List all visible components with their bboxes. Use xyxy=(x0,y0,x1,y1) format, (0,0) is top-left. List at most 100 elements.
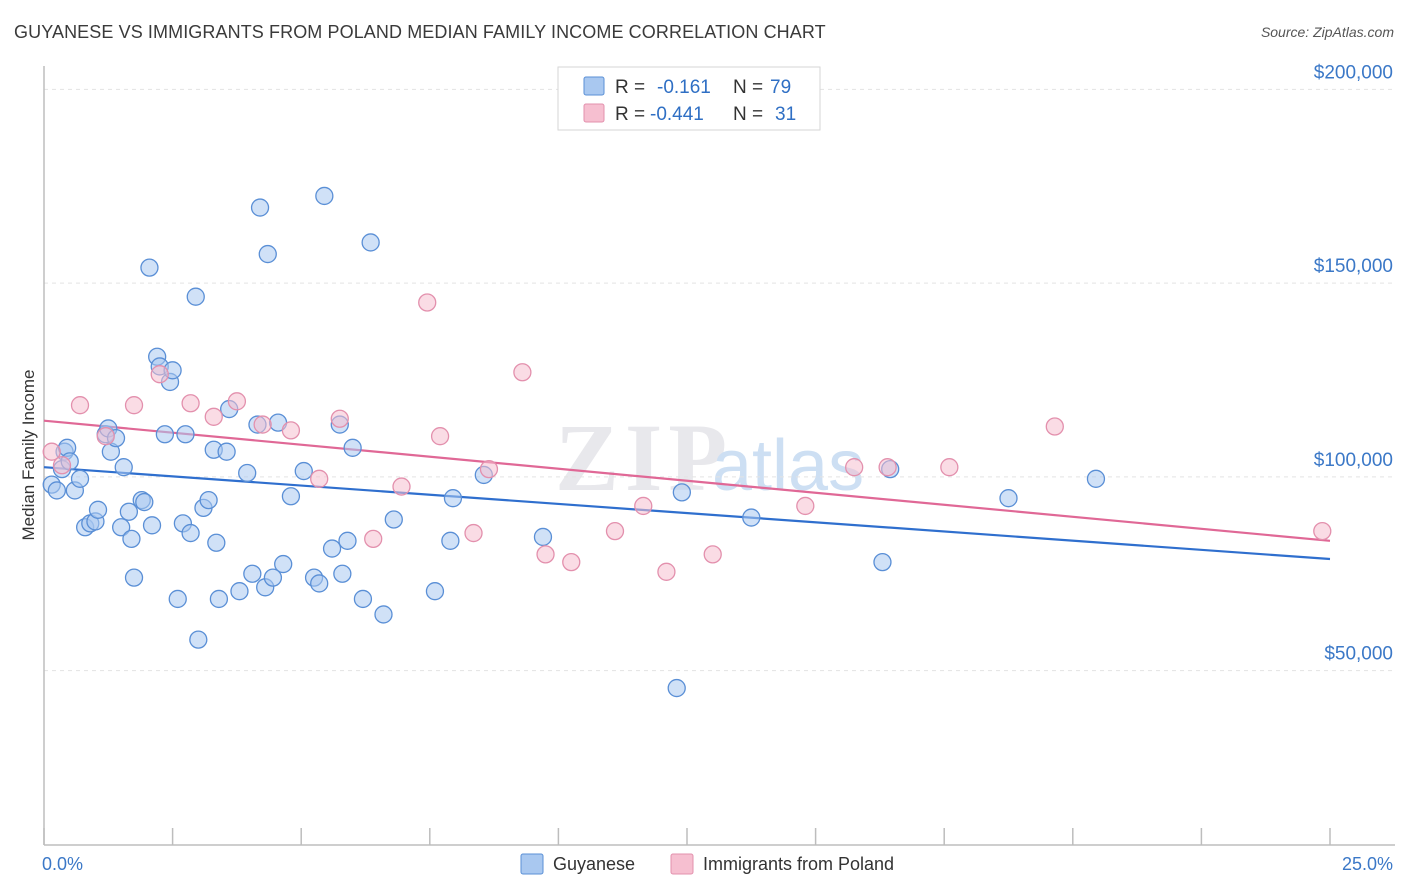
poland-point xyxy=(310,469,329,488)
watermark: ZIP atlas xyxy=(555,404,864,511)
guyanese-point xyxy=(199,490,218,510)
guyanese-point xyxy=(207,533,226,552)
poland-point xyxy=(703,545,722,564)
guyanese-trendline xyxy=(43,466,1331,561)
guyanese-point xyxy=(176,425,195,444)
bottom-legend-swatch-guyanese xyxy=(520,853,544,875)
guyanese-point xyxy=(322,539,342,558)
guyanese-point xyxy=(70,469,90,488)
poland-point xyxy=(657,562,676,581)
guyanese-point xyxy=(999,489,1018,508)
y-tick-labels: $50,000 $100,000 $150,000 $200,000 xyxy=(1314,62,1393,664)
poland-point xyxy=(878,458,897,477)
poland-point xyxy=(430,427,450,446)
guyanese-point xyxy=(168,589,187,609)
guyanese-point xyxy=(258,244,277,264)
legend-n-value-guyanese: 79 xyxy=(770,77,791,98)
guyanese-point xyxy=(186,287,205,306)
guyanese-point xyxy=(1086,469,1106,488)
guyanese-point xyxy=(294,461,313,481)
poland-point xyxy=(562,552,581,572)
y-tick-label: $150,000 xyxy=(1314,256,1393,277)
guyanese-point xyxy=(441,531,460,550)
guyanese-point xyxy=(374,605,393,624)
guyanese-point xyxy=(672,483,692,502)
guyanese-point xyxy=(112,518,131,537)
guyanese-point xyxy=(263,568,283,587)
guyanese-point xyxy=(209,589,229,609)
grid xyxy=(44,88,1395,672)
poland-point xyxy=(1045,417,1064,436)
guyanese-point xyxy=(114,458,133,477)
guyanese-point xyxy=(361,233,380,252)
chart-source: Source: ZipAtlas.com xyxy=(1260,24,1394,40)
poland-point xyxy=(181,394,200,413)
legend: R = -0.161 N = 79 R = -0.441 N = 31 xyxy=(557,66,821,131)
legend-n-value-poland: 31 xyxy=(775,104,796,125)
y-tick-label: $200,000 xyxy=(1314,62,1393,83)
guyanese-point xyxy=(230,582,249,601)
bottom-legend-label-poland: Immigrants from Poland xyxy=(703,854,894,874)
poland-point xyxy=(940,458,959,477)
guyanese-point xyxy=(181,523,200,543)
guyanese-point xyxy=(343,438,362,457)
poland-point xyxy=(253,415,272,434)
bottom-legend: Guyanese Immigrants from Poland xyxy=(520,853,894,875)
points xyxy=(42,186,1332,698)
poland-point xyxy=(479,459,499,479)
poland-point xyxy=(513,363,532,382)
poland-point xyxy=(70,396,90,415)
poland-point xyxy=(364,529,383,549)
poland-point xyxy=(1313,521,1332,541)
guyanese-point xyxy=(155,425,175,444)
trendlines xyxy=(43,419,1331,561)
guyanese-point xyxy=(124,568,144,587)
guyanese-point xyxy=(142,516,162,535)
poland-point xyxy=(605,521,625,541)
bottom-legend-swatch-poland xyxy=(670,853,694,875)
chart-title: GUYANESE VS IMMIGRANTS FROM POLAND MEDIA… xyxy=(14,22,826,42)
guyanese-point xyxy=(384,510,403,529)
guyanese-point xyxy=(443,489,463,508)
poland-point xyxy=(227,392,247,411)
guyanese-point xyxy=(250,198,270,217)
poland-point xyxy=(392,477,411,496)
poland-point xyxy=(464,523,483,543)
watermark-atlas: atlas xyxy=(712,426,864,506)
guyanese-point xyxy=(873,552,892,572)
guyanese-point xyxy=(338,531,357,550)
guyanese-point xyxy=(140,258,159,277)
poland-trendline xyxy=(43,419,1331,542)
x-tick-label: 25.0% xyxy=(1342,854,1393,874)
poland-point xyxy=(204,407,223,426)
guyanese-point xyxy=(281,487,301,506)
guyanese-point xyxy=(217,442,236,461)
guyanese-point xyxy=(333,564,352,583)
legend-r-value-poland: -0.441 xyxy=(650,104,704,125)
poland-point xyxy=(796,496,815,516)
guyanese-point xyxy=(238,463,257,483)
poland-point xyxy=(845,458,864,477)
guyanese-point xyxy=(47,481,67,500)
x-tick-labels: 0.0% 25.0% xyxy=(42,854,1393,874)
legend-r-label-poland: R = xyxy=(615,104,645,125)
guyanese-point xyxy=(533,527,553,547)
guyanese-point xyxy=(353,589,373,609)
guyanese-point xyxy=(310,574,329,593)
y-axis-title: Median Family Income xyxy=(19,369,38,540)
y-tick-label: $100,000 xyxy=(1314,450,1393,471)
guyanese-point xyxy=(315,186,334,206)
guyanese-point xyxy=(122,529,141,549)
guyanese-point xyxy=(742,508,761,527)
legend-n-label-poland: N = xyxy=(733,104,763,125)
poland-point xyxy=(634,496,653,516)
poland-point xyxy=(281,421,301,440)
poland-point xyxy=(42,442,61,461)
guyanese-point xyxy=(243,564,262,583)
poland-point xyxy=(418,293,437,312)
legend-n-label-guyanese: N = xyxy=(733,77,763,98)
y-tick-label: $50,000 xyxy=(1324,644,1393,665)
bottom-legend-label-guyanese: Guyanese xyxy=(553,854,635,874)
poland-point xyxy=(124,396,144,415)
